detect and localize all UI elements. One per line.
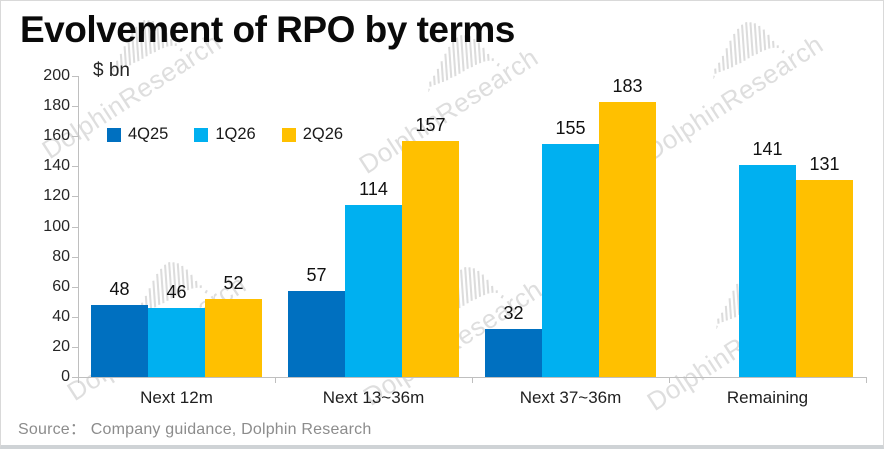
category-label: Remaining — [726, 388, 809, 407]
y-tick-label: 80 — [52, 247, 70, 265]
bar-2Q26-Next 37~36m — [599, 101, 656, 377]
bar-1Q26-Next 37~36m — [542, 143, 599, 377]
source-note: Source： Company guidance, Dolphin Resear… — [18, 421, 372, 438]
y-tick-label: 140 — [43, 157, 70, 175]
legend-swatch-icon — [194, 127, 209, 142]
bar-value-label: 32 — [503, 302, 524, 323]
y-tick-label: 120 — [43, 187, 70, 205]
y-axis-tick — [72, 76, 78, 77]
legend-label: 4Q25 — [128, 125, 169, 143]
y-axis-line — [78, 76, 79, 377]
y-axis-tick — [72, 377, 78, 378]
x-axis-tick — [78, 377, 79, 383]
y-tick-label: 0 — [61, 368, 70, 385]
x-axis-tick — [472, 377, 473, 383]
x-axis-tick — [866, 377, 867, 383]
bar-2Q26-Next 13~36m — [402, 140, 459, 377]
bar-1Q26-Next 12m — [148, 307, 205, 377]
y-tick-label: 100 — [43, 217, 70, 235]
y-axis-tick — [72, 166, 78, 168]
y-tick-label: 200 — [43, 67, 70, 84]
x-axis-tick — [275, 377, 276, 383]
bar-value-label: 183 — [612, 75, 643, 96]
legend-label: 2Q26 — [302, 125, 344, 143]
bar-value-label: 131 — [809, 153, 840, 174]
y-axis-tick — [72, 106, 78, 108]
bar-value-label: 155 — [555, 117, 586, 138]
bar-value-label: 57 — [306, 265, 327, 286]
chart-title: Evolvement of RPO by terms — [20, 9, 515, 50]
bar-1Q26-Remaining — [739, 164, 796, 377]
bar-4Q25-Next 12m — [91, 304, 148, 377]
x-axis-tick — [669, 377, 670, 383]
y-axis-tick — [72, 196, 78, 198]
y-axis-tick — [72, 136, 78, 138]
y-tick-label: 60 — [52, 277, 70, 295]
y-axis-tick — [72, 286, 78, 288]
y-tick-label: 160 — [43, 127, 70, 145]
bar-value-label: 52 — [223, 272, 244, 293]
bar-value-label: 114 — [359, 179, 388, 200]
y-axis-tick — [72, 316, 78, 318]
bar-4Q25-Next 13~36m — [288, 291, 345, 377]
legend-label: 1Q26 — [215, 125, 256, 143]
legend-item-4Q25: 4Q25 — [107, 125, 168, 144]
y-axis-tick — [72, 256, 78, 258]
y-tick-label: 20 — [52, 337, 70, 355]
bar-2Q26-Next 12m — [205, 298, 262, 377]
y-axis-tick — [72, 226, 78, 228]
y-tick-label: 40 — [52, 307, 70, 325]
category-label: Next 13~36m — [322, 388, 425, 407]
category-label: Next 37~36m — [519, 388, 622, 407]
bar-2Q26-Remaining — [796, 179, 853, 377]
bar-4Q25-Next 37~36m — [485, 328, 542, 377]
legend-item-1Q26: 1Q26 — [194, 125, 256, 144]
bar-1Q26-Next 13~36m — [345, 205, 402, 377]
y-axis-tick — [72, 346, 78, 348]
bar-value-label: 157 — [415, 114, 446, 135]
category-label: Next 12m — [140, 388, 213, 407]
bar-value-label: 48 — [109, 278, 130, 299]
legend-swatch-icon — [281, 127, 296, 142]
y-axis-unit-label: $ bn — [93, 60, 130, 81]
bar-value-label: 141 — [752, 138, 783, 159]
legend-item-2Q26: 2Q26 — [281, 125, 344, 144]
legend: 4Q25 1Q26 2Q26 — [107, 125, 343, 144]
y-tick-label: 180 — [43, 97, 70, 115]
legend-swatch-icon — [107, 127, 121, 142]
